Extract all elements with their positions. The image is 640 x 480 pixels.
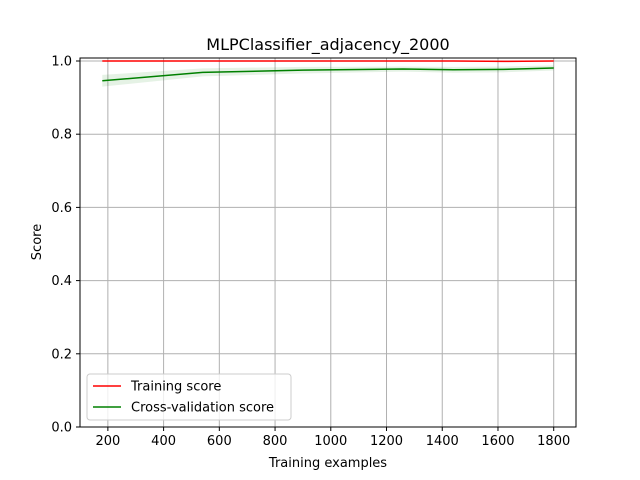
y-tick-label: 0.4: [51, 274, 72, 289]
series-0-point: [201, 60, 204, 63]
y-tick-label: 0.0: [51, 421, 72, 436]
series-1-point: [201, 71, 204, 74]
series-1-line: [102, 67, 554, 82]
series-0-point: [452, 60, 455, 63]
series-0-point: [552, 60, 555, 63]
x-tick-label: 800: [263, 434, 288, 449]
x-tick-label: 400: [151, 434, 176, 449]
series-1-point: [101, 79, 104, 82]
x-tick-label: 1800: [537, 434, 570, 449]
x-tick-label: 600: [207, 434, 232, 449]
series-0-point: [301, 60, 304, 63]
x-tick-label: 1400: [426, 434, 459, 449]
legend-label: Cross-validation score: [131, 401, 274, 416]
series-1-point: [502, 68, 505, 71]
y-tick-label: 0.8: [51, 128, 72, 143]
series-1-point: [552, 66, 555, 69]
x-tick-label: 200: [95, 434, 120, 449]
x-axis-label: Training examples: [268, 456, 387, 471]
y-tick-label: 1.0: [51, 55, 72, 70]
y-axis-label: Score: [30, 224, 45, 260]
chart-title: MLPClassifier_adjacency_2000: [206, 35, 449, 55]
plot-frame: [79, 57, 577, 428]
series-1-point: [301, 69, 304, 72]
series-0-point: [101, 60, 104, 63]
legend-label: Training score: [130, 380, 221, 395]
x-tick-label: 1600: [481, 434, 514, 449]
series-0-point: [502, 60, 505, 63]
x-tick-label: 1000: [314, 434, 347, 449]
y-tick-label: 0.2: [51, 347, 72, 362]
legend-box: [86, 373, 292, 421]
series-lines: [101, 60, 555, 82]
series-1-band: [102, 65, 554, 87]
y-axis-ticks: 0.0 0.2 0.4 0.6 0.8 1.0: [51, 55, 80, 436]
series-0-point: [402, 60, 405, 63]
x-axis-ticks: 200 400 600 800 1000 1200 1400 1600 1800: [95, 427, 570, 449]
series-1-point: [452, 68, 455, 71]
x-tick-label: 1200: [370, 434, 403, 449]
series-1-point: [402, 68, 405, 71]
legend: Training score Cross-validation score: [86, 373, 292, 421]
y-tick-label: 0.6: [51, 201, 72, 216]
